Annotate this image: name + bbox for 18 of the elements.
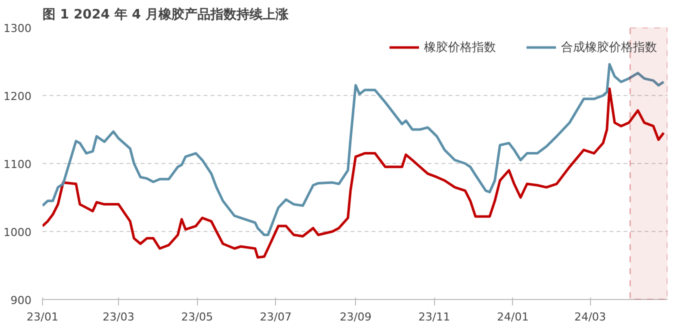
x-tick-label: 24/01 <box>497 310 529 324</box>
chart-title: 图 1 2024 年 4 月橡胶产品指数持续上涨 <box>42 6 290 22</box>
line-series <box>42 87 665 259</box>
y-tick-label: 1000 <box>4 226 32 239</box>
y-tick-label: 1100 <box>4 158 32 171</box>
x-tick-label: 23/09 <box>340 310 372 324</box>
legend-label: 合成橡胶价格指数 <box>561 38 657 56</box>
y-tick-label: 1300 <box>4 22 32 35</box>
x-tick-label: 24/03 <box>574 310 606 324</box>
x-tick-label: 23/03 <box>102 310 134 324</box>
x-tick-label: 23/01 <box>26 310 58 324</box>
x-tick-label: 23/05 <box>181 310 213 324</box>
line-series <box>42 62 665 236</box>
legend-label: 橡胶价格指数 <box>424 38 496 56</box>
y-tick-label: 1200 <box>4 90 32 103</box>
x-tick-label: 23/07 <box>260 310 292 324</box>
y-tick-label: 900 <box>10 294 32 307</box>
x-tick-label: 23/11 <box>418 310 450 324</box>
